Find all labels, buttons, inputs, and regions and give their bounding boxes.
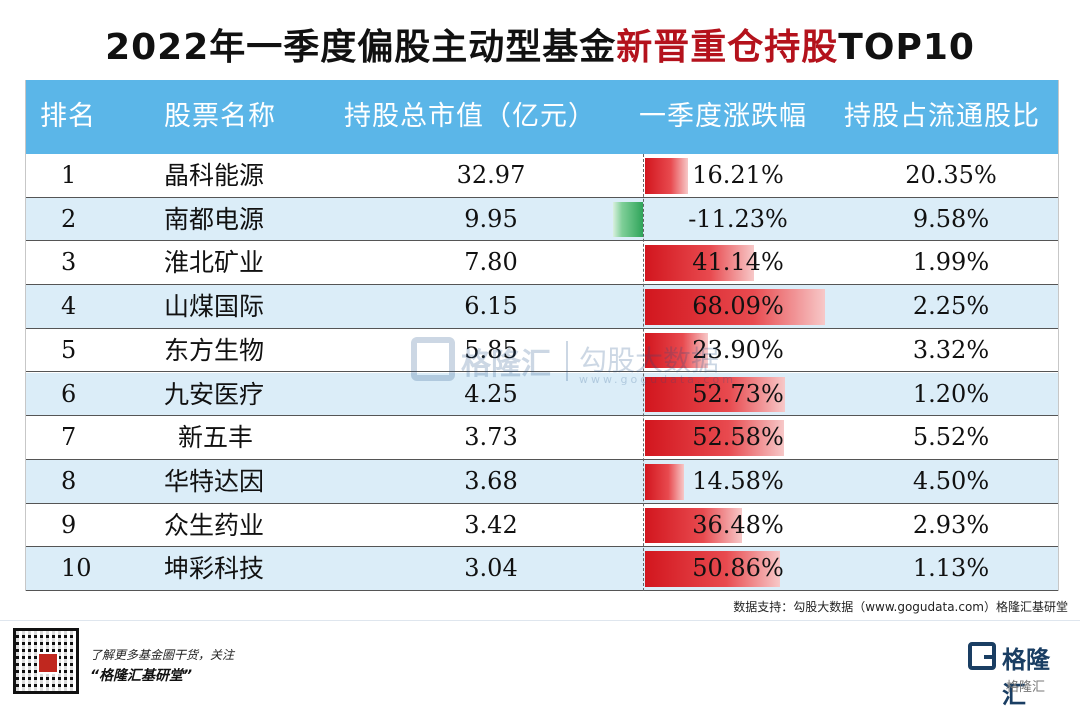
rank-cell: 5 [61, 335, 77, 364]
holding-ratio-cell: 5.52% [912, 423, 990, 452]
change-bar-positive [645, 463, 684, 500]
holding-ratio-cell: 3.32% [912, 335, 990, 364]
table-row: 7 新五丰 3.73 52.58% 5.52% [26, 416, 1058, 460]
header-rank: 排名 [40, 101, 96, 132]
table-header: 排名 股票名称 持股总市值（亿元） 一季度涨跌幅 持股占流通股比 [26, 80, 1058, 154]
change-cell: 50.86% [692, 554, 784, 583]
holding-ratio-cell: 2.93% [912, 510, 990, 539]
footer-line-2: “格隆汇基研堂” [90, 668, 193, 684]
footer-divider [0, 620, 1080, 621]
rank-cell: 9 [61, 510, 77, 539]
market-value-cell: 4.25 [464, 379, 518, 408]
holding-ratio-cell: 9.58% [912, 204, 990, 233]
data-table: 排名 股票名称 持股总市值（亿元） 一季度涨跌幅 持股占流通股比 1 晶科能源 32… [25, 80, 1059, 591]
change-cell: 41.14% [692, 248, 784, 277]
qr-center-logo [37, 652, 59, 674]
rank-cell: 3 [61, 248, 77, 277]
brand-logo: 格隆汇 [968, 640, 1072, 709]
market-value-cell: 32.97 [456, 161, 526, 189]
data-source: 数据支持：勾股大数据（www.gogudata.com）格隆汇基研堂 [733, 600, 1068, 614]
table-row: 6 九安医疗 4.25 52.73% 1.20% [26, 372, 1058, 417]
change-bar-positive [645, 289, 826, 325]
title-highlight: 新晋重仓持股 [616, 27, 839, 68]
rank-cell: 8 [61, 466, 77, 495]
market-value-cell: 3.73 [464, 423, 518, 452]
change-cell: 52.73% [692, 379, 784, 408]
brand-sub-text: 格隆汇 [1006, 680, 1046, 695]
title-part-3: TOP10 [838, 27, 975, 68]
brand-g-icon [968, 642, 996, 670]
table-row: 10 坤彩科技 3.04 50.86% 1.13% [26, 547, 1058, 591]
change-bar-positive [645, 507, 742, 544]
market-value-cell: 6.15 [464, 292, 518, 321]
change-cell: 36.48% [692, 510, 784, 539]
market-value-cell: 5.85 [464, 335, 518, 364]
table-row: 9 众生药业 3.42 36.48% 2.93% [26, 503, 1058, 548]
stock-name-cell: 晶科能源 [164, 161, 265, 190]
change-bar-positive [645, 158, 688, 194]
holding-ratio-cell: 4.50% [912, 466, 990, 495]
holding-ratio-cell: 2.25% [912, 292, 990, 321]
change-bar-negative [613, 201, 643, 238]
holding-ratio-cell: 20.35% [905, 161, 997, 189]
market-value-cell: 3.42 [464, 510, 518, 539]
change-bar-positive [645, 245, 755, 282]
footer-line-1: 了解更多基金圈干货，关注 [90, 648, 235, 662]
title-part-1: 2022年一季度偏股主动型基金 [105, 27, 617, 68]
table-row: 5 东方生物 5.85 23.90% 3.32% [26, 328, 1058, 373]
change-bar-positive [645, 420, 785, 456]
table-row: 4 山煤国际 6.15 68.09% 2.25% [26, 285, 1058, 329]
change-cell: 14.58% [692, 466, 784, 495]
stock-name-cell: 华特达因 [164, 466, 265, 496]
market-value-cell: 7.80 [464, 248, 518, 277]
change-cell: 16.21% [692, 161, 784, 189]
stock-name-cell: 山煤国际 [164, 292, 265, 322]
rank-cell: 7 [61, 423, 77, 452]
holding-ratio-cell: 1.13% [912, 554, 990, 583]
change-cell: -11.23% [688, 204, 788, 233]
table-row: 8 华特达因 3.68 14.58% 4.50% [26, 459, 1058, 504]
chart-title: 2022年一季度偏股主动型基金新晋重仓持股TOP10 [0, 18, 1080, 70]
rank-cell: 1 [61, 161, 77, 189]
stock-name-cell: 东方生物 [164, 335, 265, 365]
rank-cell: 2 [61, 204, 77, 233]
header-ratio: 持股占流通股比 [844, 101, 1040, 132]
rank-cell: 10 [61, 554, 92, 583]
change-bar-positive [645, 551, 780, 587]
rank-cell: 6 [61, 379, 77, 408]
header-change: 一季度涨跌幅 [639, 101, 807, 132]
stock-name-cell: 新五丰 [178, 423, 254, 453]
change-bar-positive [645, 332, 709, 369]
header-name: 股票名称 [164, 101, 276, 132]
holding-ratio-cell: 1.99% [912, 248, 990, 277]
stock-name-cell: 九安医疗 [164, 379, 265, 409]
brand-text: 格隆汇 [1002, 646, 1050, 709]
market-value-cell: 9.95 [464, 204, 518, 233]
stock-name-cell: 坤彩科技 [164, 554, 265, 584]
market-value-cell: 3.04 [464, 554, 518, 583]
table-row: 1 晶科能源 32.97 16.21% 20.35% [26, 154, 1058, 198]
stock-name-cell: 众生药业 [164, 510, 265, 540]
change-cell: 68.09% [692, 292, 784, 321]
table-row: 2 南都电源 9.95 -11.23% 9.58% [26, 197, 1058, 242]
change-cell: 23.90% [692, 335, 784, 364]
holding-ratio-cell: 1.20% [912, 379, 990, 408]
market-value-cell: 3.68 [464, 466, 518, 495]
stock-name-cell: 南都电源 [164, 204, 265, 234]
header-market-value: 持股总市值（亿元） [344, 101, 596, 132]
rank-cell: 4 [61, 292, 77, 321]
qr-code-icon[interactable] [13, 628, 79, 694]
change-axis-line [643, 154, 644, 591]
change-cell: 52.58% [692, 423, 784, 452]
table-row: 3 淮北矿业 7.80 41.14% 1.99% [26, 241, 1058, 286]
stock-name-cell: 淮北矿业 [164, 248, 265, 278]
change-bar-positive [645, 376, 785, 413]
